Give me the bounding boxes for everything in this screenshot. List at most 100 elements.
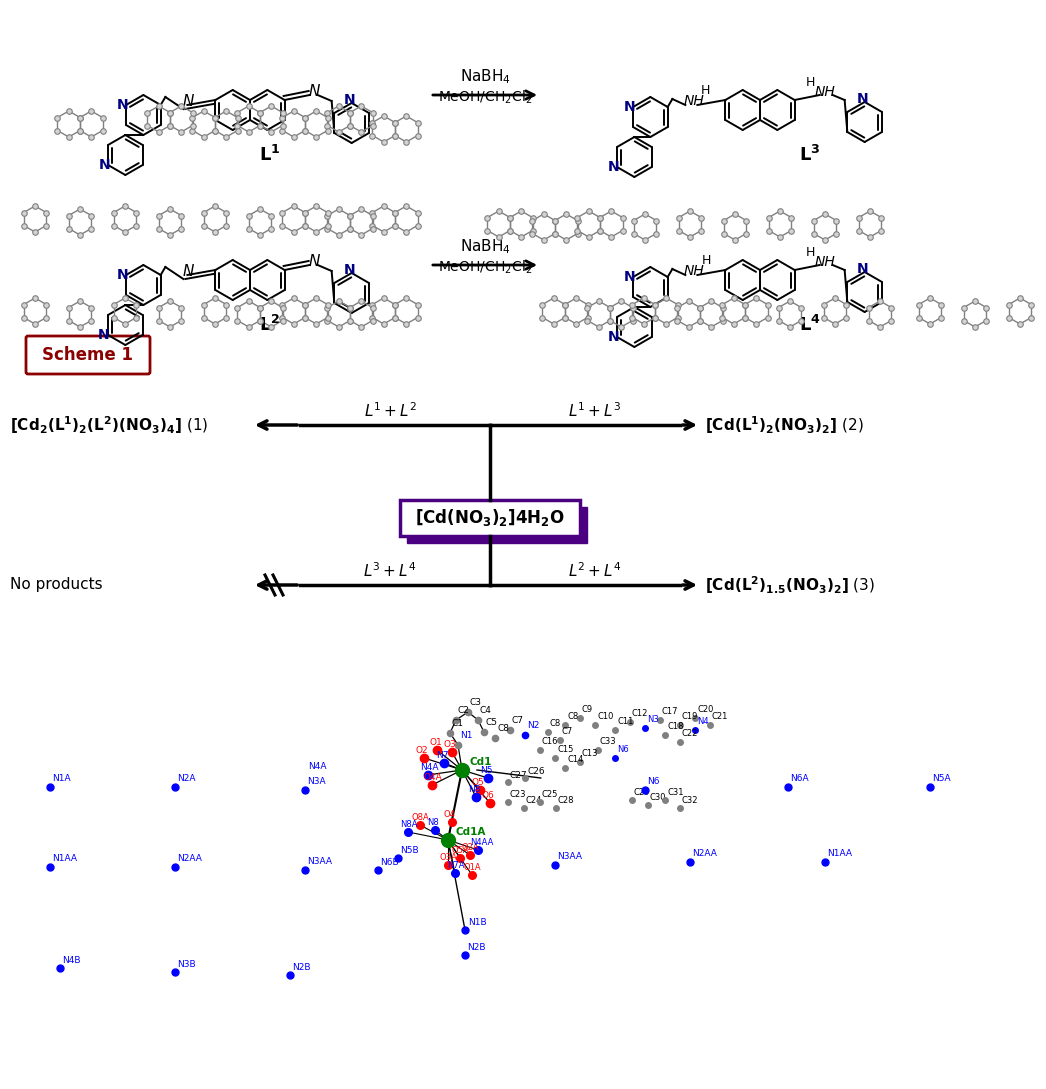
- Text: C18: C18: [667, 722, 683, 731]
- Text: $\mathbf{[Cd_2(L^1)_2(L^2)(NO_3)_4]}$ (1): $\mathbf{[Cd_2(L^1)_2(L^2)(NO_3)_4]}$ (1…: [10, 414, 208, 436]
- Text: C9: C9: [582, 705, 593, 714]
- Text: C20: C20: [697, 705, 713, 714]
- Text: NH: NH: [684, 264, 705, 278]
- Text: C30: C30: [650, 793, 666, 802]
- Text: O3A: O3A: [440, 853, 458, 862]
- Text: N6A: N6A: [790, 774, 809, 783]
- Text: N: N: [608, 160, 620, 174]
- Text: $\mathbf{L^4}$: $\mathbf{L^4}$: [799, 315, 821, 335]
- Text: O4A: O4A: [424, 773, 442, 782]
- Text: N2B: N2B: [467, 943, 485, 952]
- Text: C14: C14: [567, 755, 584, 764]
- Text: O2: O2: [416, 746, 429, 755]
- Text: C33: C33: [600, 737, 617, 746]
- Text: N: N: [98, 328, 110, 342]
- Text: C17: C17: [662, 707, 679, 715]
- Text: N3: N3: [647, 715, 659, 724]
- Bar: [400, 500, 579, 536]
- Text: N: N: [99, 158, 111, 172]
- Text: H: H: [701, 85, 710, 98]
- Text: N2AA: N2AA: [177, 854, 202, 862]
- Text: N: N: [344, 264, 356, 277]
- Text: N3B: N3B: [177, 960, 196, 969]
- Text: Cd1A: Cd1A: [456, 827, 486, 837]
- Text: $\mathbf{[Cd(L^1)_2(NO_3)_2]}$ (2): $\mathbf{[Cd(L^1)_2(NO_3)_2]}$ (2): [705, 414, 864, 436]
- Text: C8: C8: [550, 719, 562, 729]
- Text: N3AA: N3AA: [558, 852, 582, 861]
- Text: C23: C23: [510, 790, 526, 799]
- Text: C7: C7: [511, 715, 524, 725]
- Text: C29: C29: [634, 788, 651, 797]
- Text: $\mathbf{L^2}$: $\mathbf{L^2}$: [259, 315, 280, 335]
- Text: $\mathbf{[Cd(L^2)_{1.5}(NO_3)_2]}$ (3): $\mathbf{[Cd(L^2)_{1.5}(NO_3)_2]}$ (3): [705, 574, 876, 596]
- Text: $\mathbf{L^3}$: $\mathbf{L^3}$: [799, 145, 821, 166]
- Text: N4B: N4B: [62, 956, 81, 965]
- Text: N4A: N4A: [308, 762, 326, 771]
- Text: C12: C12: [632, 709, 649, 718]
- Text: C27: C27: [510, 771, 527, 780]
- Text: N: N: [309, 255, 320, 269]
- Text: C19: C19: [682, 712, 699, 721]
- Text: N6: N6: [647, 776, 659, 786]
- Text: N4: N4: [697, 717, 708, 726]
- Text: N2A: N2A: [177, 774, 196, 783]
- Text: N: N: [608, 330, 620, 344]
- Text: N: N: [624, 270, 636, 284]
- Text: N3AA: N3AA: [306, 857, 332, 866]
- Text: Cd1: Cd1: [470, 757, 493, 767]
- Text: O1A: O1A: [464, 862, 481, 872]
- Text: O4: O4: [444, 810, 456, 819]
- Text: $L^1 + L^2$: $L^1 + L^2$: [364, 402, 416, 420]
- Text: $\mathrm{MeOH/CH_2Cl_2}$: $\mathrm{MeOH/CH_2Cl_2}$: [438, 258, 532, 276]
- Text: $\mathbf{L^1}$: $\mathbf{L^1}$: [259, 145, 280, 166]
- Text: NH: NH: [684, 94, 705, 108]
- Text: N1AA: N1AA: [827, 849, 852, 858]
- Text: O3: O3: [444, 741, 457, 749]
- Text: N5: N5: [480, 766, 493, 775]
- Text: $\mathrm{MeOH/CH_2Cl_2}$: $\mathrm{MeOH/CH_2Cl_2}$: [438, 88, 532, 106]
- Text: $L^1 + L^3$: $L^1 + L^3$: [568, 402, 621, 420]
- Text: N1AA: N1AA: [52, 854, 77, 862]
- Text: N: N: [857, 91, 868, 106]
- Text: N2B: N2B: [292, 963, 311, 972]
- Text: N1: N1: [460, 731, 473, 741]
- Text: N1A: N1A: [52, 774, 71, 783]
- Text: $\mathbf{[Cd(NO_3)_2]4H_2O}$: $\mathbf{[Cd(NO_3)_2]4H_2O}$: [415, 507, 565, 528]
- Text: N: N: [344, 93, 356, 107]
- Text: N8: N8: [468, 785, 480, 794]
- Text: C1: C1: [452, 719, 464, 729]
- Text: C21: C21: [712, 712, 728, 721]
- Text: N7: N7: [436, 751, 449, 760]
- Text: O8A: O8A: [412, 813, 430, 822]
- Text: N2: N2: [527, 721, 540, 730]
- Text: C8: C8: [497, 724, 509, 733]
- Text: $L^3 + L^4$: $L^3 + L^4$: [363, 562, 416, 580]
- Text: C24: C24: [526, 796, 543, 805]
- Text: N: N: [624, 100, 636, 114]
- Text: O6: O6: [482, 791, 495, 800]
- Text: C10: C10: [597, 712, 613, 721]
- Text: C25: C25: [542, 790, 559, 799]
- Text: C16: C16: [542, 737, 559, 746]
- Text: N7A: N7A: [447, 861, 464, 870]
- Text: No products: No products: [10, 577, 103, 592]
- Text: C7: C7: [562, 727, 573, 736]
- Text: C8: C8: [567, 712, 578, 721]
- Text: N: N: [857, 262, 868, 276]
- Text: C22: C22: [682, 729, 699, 738]
- Text: N8: N8: [427, 818, 438, 827]
- Text: N: N: [117, 98, 129, 112]
- Text: O5A: O5A: [452, 846, 470, 855]
- Text: N5A: N5A: [932, 774, 951, 783]
- Text: C31: C31: [667, 788, 683, 797]
- Text: C28: C28: [558, 796, 574, 805]
- Text: O2A: O2A: [462, 843, 480, 852]
- Text: Scheme 1: Scheme 1: [43, 346, 134, 364]
- Text: C32: C32: [682, 796, 699, 805]
- Text: H: H: [702, 255, 711, 268]
- Text: C5: C5: [486, 718, 498, 727]
- Text: C2: C2: [458, 706, 470, 715]
- Text: N: N: [183, 264, 195, 279]
- Text: C13: C13: [582, 749, 598, 758]
- Text: $\mathrm{NaBH_4}$: $\mathrm{NaBH_4}$: [459, 68, 510, 86]
